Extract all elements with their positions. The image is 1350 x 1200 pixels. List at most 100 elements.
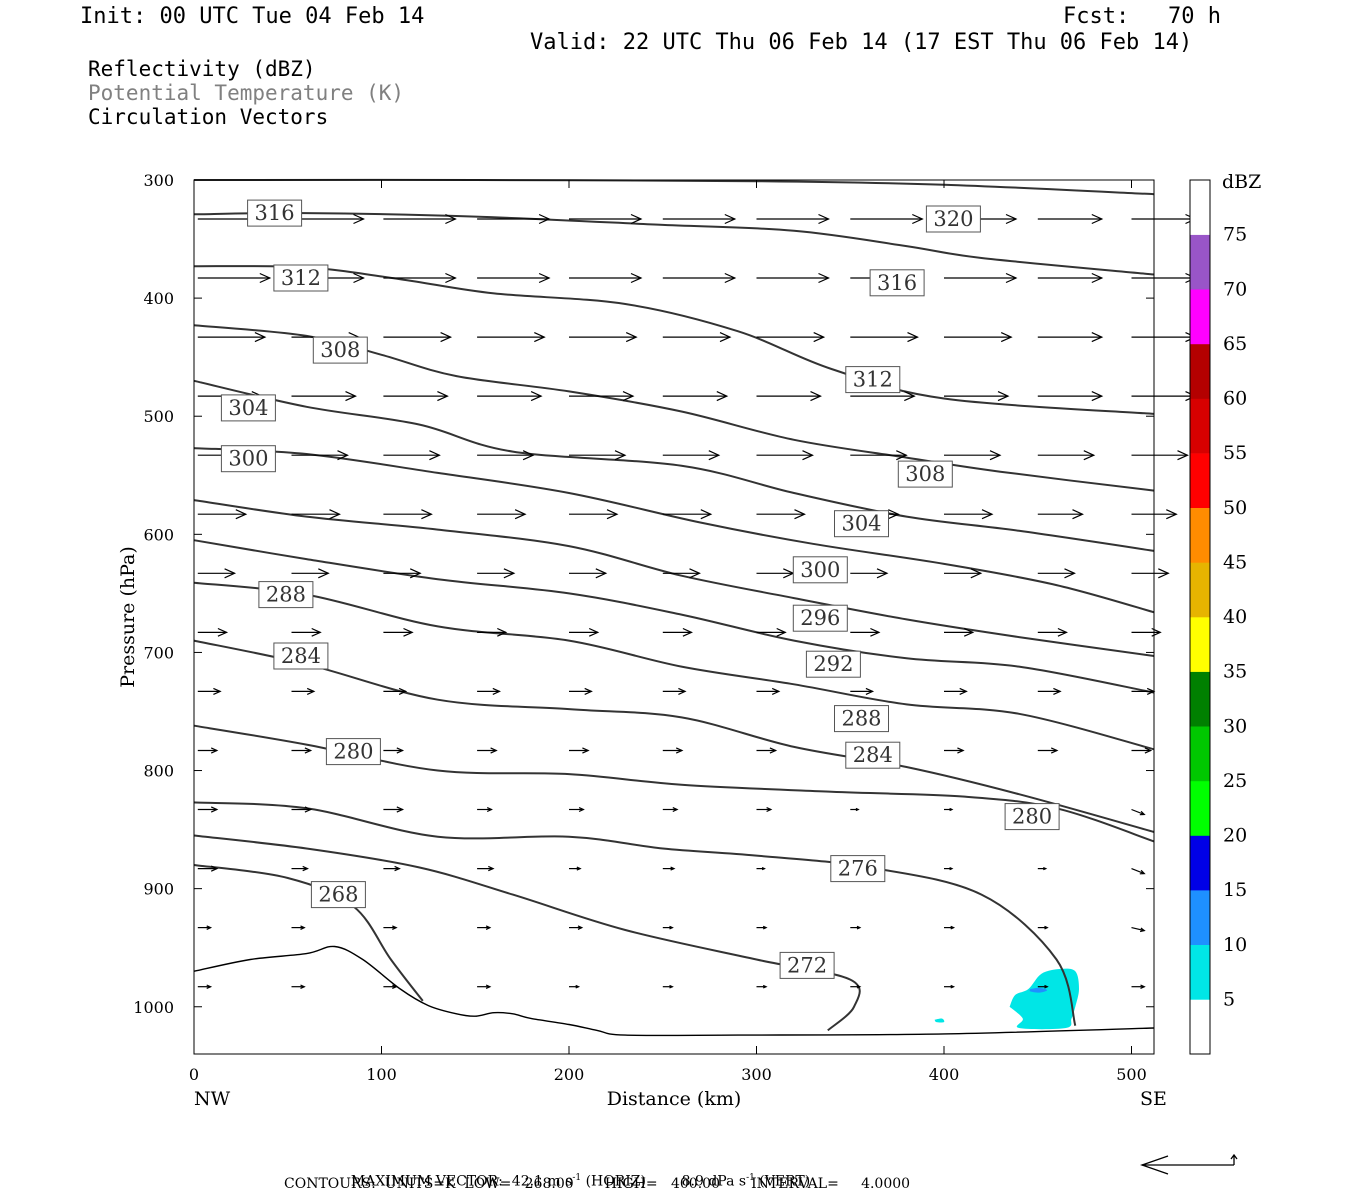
circulation-vector — [1131, 568, 1170, 579]
vector-head — [625, 332, 638, 343]
colorbar-tick-label: 75 — [1223, 224, 1247, 246]
circulation-vector — [1037, 450, 1096, 461]
theta-contour-300 — [193, 447, 1155, 614]
vector-head — [888, 509, 900, 520]
circulation-vector — [569, 332, 638, 343]
circulation-vector — [291, 984, 306, 989]
vector-head — [582, 747, 590, 754]
circulation-vector — [1131, 450, 1189, 461]
contour-label-frame — [273, 264, 329, 292]
vector-head — [304, 747, 313, 754]
circulation-vector — [756, 687, 781, 695]
circulation-vector — [756, 509, 806, 520]
vector-head — [1043, 866, 1048, 871]
contour-label-text: 288 — [266, 583, 306, 607]
circulation-vector — [1037, 213, 1104, 225]
colorbar-tick-label: 40 — [1223, 606, 1247, 628]
vector-head — [538, 272, 551, 284]
theta-contour-292 — [193, 539, 1155, 694]
vector-head — [1144, 747, 1153, 754]
circulation-vector — [569, 687, 593, 695]
footer-max-vector: MAXIMUM VECTOR: 42.1 m s-1 (HORIZ) 8.9 d… — [342, 1157, 810, 1190]
circulation-vector — [850, 213, 924, 225]
vector-head — [1140, 984, 1146, 989]
vector-head — [981, 509, 994, 520]
contour-label-text: 312 — [853, 368, 893, 392]
contour-label-box: 320 — [925, 205, 981, 233]
circulation-vector — [383, 213, 457, 225]
circulation-vector — [756, 568, 795, 579]
vector-head — [503, 568, 516, 579]
contour-label-frame — [220, 445, 276, 473]
circulation-vector — [756, 984, 768, 989]
vector-head — [1044, 984, 1049, 989]
x-tick-label: 200 — [554, 1065, 585, 1084]
vector-head — [429, 450, 441, 461]
colorbar-swatch — [1190, 507, 1210, 563]
circulation-vector — [944, 984, 956, 989]
vector-head — [235, 509, 248, 520]
max-vert-value: 8.9 dPa s — [681, 1173, 747, 1190]
circulation-vector — [569, 925, 584, 930]
circulation-vector — [197, 272, 272, 284]
circulation-vector — [1037, 391, 1104, 402]
circulation-vector — [662, 568, 701, 579]
contour-label-box: 316 — [247, 199, 303, 227]
vector-head — [492, 687, 501, 695]
footer-contours: CONTOURS: UNITS=K LOW= 268.00 HIGH= 400.… — [284, 1176, 911, 1192]
contour-label-text: 300 — [228, 447, 268, 471]
vector-head — [622, 391, 635, 402]
theta-contour-316 — [193, 212, 1155, 276]
vector-head — [949, 807, 954, 812]
vector-head — [1005, 213, 1018, 225]
contour-label-box: 268 — [310, 881, 366, 909]
vector-head — [761, 866, 766, 871]
contour-label-text: 312 — [281, 266, 321, 290]
colorbar-tick-label: 5 — [1223, 988, 1235, 1010]
contour-label-frame — [925, 205, 981, 233]
circulation-vector — [662, 391, 729, 402]
circulation-vector — [291, 450, 349, 461]
reflectivity-area — [1009, 968, 1079, 1030]
circulation-vector — [1131, 272, 1197, 284]
vector-head — [856, 925, 862, 930]
vector-head — [630, 213, 643, 225]
theta-contour-312 — [193, 265, 1155, 415]
circulation-vector — [477, 747, 498, 754]
vector-head — [1005, 272, 1018, 284]
circulation-vector — [944, 747, 965, 754]
vector-head — [1139, 869, 1146, 875]
contour-label-text: 316 — [877, 271, 917, 295]
contour-label-box: 312 — [273, 264, 329, 292]
vector-head — [1000, 332, 1013, 343]
contour-label-box: 288 — [834, 705, 889, 733]
circulation-vector — [944, 332, 1013, 343]
vector-head — [224, 568, 237, 579]
vector-head — [392, 984, 398, 989]
circulation-vector — [662, 332, 732, 343]
circulation-vector — [944, 391, 1010, 402]
vector-head — [445, 213, 457, 225]
vector-head — [1151, 627, 1162, 637]
vector-head — [300, 925, 306, 930]
colorbar-swatch — [1190, 234, 1210, 290]
circulation-vector — [477, 332, 546, 343]
colorbar-tick-label: 30 — [1223, 715, 1247, 737]
contour-label-frame — [792, 604, 848, 632]
contour-label-frame — [897, 460, 953, 488]
colorbar-swatch — [1190, 453, 1210, 508]
contour-label-frame — [273, 642, 329, 670]
contour-label-text: 316 — [255, 201, 295, 225]
contour-label-frame — [830, 855, 886, 883]
reflectivity-layer — [934, 968, 1079, 1030]
legend-reflectivity: Reflectivity (dBZ) — [88, 57, 316, 81]
contour-label-text: 300 — [800, 558, 840, 582]
vector-head — [1050, 747, 1059, 754]
vector-head — [485, 984, 492, 989]
vector-head — [762, 925, 768, 930]
vector-layer — [197, 213, 1197, 989]
circulation-vector — [756, 450, 814, 461]
circulation-vector — [569, 509, 619, 520]
circulation-vector — [477, 807, 493, 813]
contour-label-text: 304 — [841, 512, 881, 536]
